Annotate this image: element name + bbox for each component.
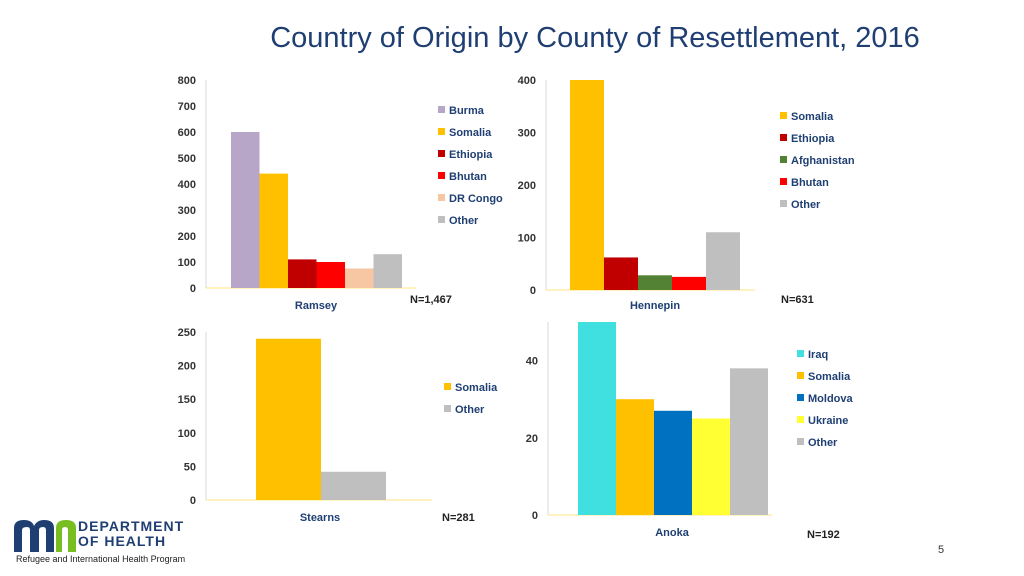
ramsey-y-tick-label: 300 (178, 205, 196, 217)
ramsey-y-tick-label: 600 (178, 127, 196, 139)
ramsey-legend-swatch (438, 106, 445, 113)
stearns-legend-label: Somalia (455, 382, 498, 394)
ramsey-legend-label: Burma (449, 105, 485, 117)
stearns-legend-label: Other (455, 404, 485, 416)
page-title: Country of Origin by County of Resettlem… (270, 22, 920, 54)
stearns-y-tick-label: 0 (190, 495, 196, 507)
anoka-y-tick-label: 20 (526, 433, 538, 445)
page-number: 5 (938, 544, 945, 556)
ramsey-y-tick-label: 200 (178, 231, 196, 243)
ramsey-legend-swatch (438, 150, 445, 157)
hennepin-y-tick-label: 200 (518, 180, 536, 192)
hennepin-bar-ethiopia (604, 257, 638, 290)
logo-line-1: DEPARTMENT (78, 518, 185, 534)
mn-health-logo (14, 520, 76, 552)
hennepin-legend-label: Afghanistan (791, 155, 855, 167)
stearns-y-tick-label: 250 (178, 327, 196, 339)
anoka-legend-swatch (797, 350, 804, 357)
ramsey-y-tick-label: 700 (178, 101, 196, 113)
hennepin-legend-label: Bhutan (791, 177, 829, 189)
ramsey-legend-label: Somalia (449, 127, 492, 139)
hennepin-bar-bhutan (672, 276, 706, 290)
anoka-category-label: Anoka (655, 527, 690, 539)
ramsey-legend-swatch (438, 216, 445, 223)
ramsey-bar-burma (231, 132, 260, 288)
anoka-legend-swatch (797, 394, 804, 401)
ramsey-bar-other (373, 254, 402, 288)
hennepin-legend-swatch (780, 178, 787, 185)
hennepin-y-tick-label: 0 (530, 285, 536, 297)
anoka-y-tick-label: 40 (526, 356, 538, 368)
anoka-legend-label: Moldova (808, 393, 853, 405)
ramsey-legend-swatch (438, 128, 445, 135)
ramsey-y-tick-label: 500 (178, 153, 196, 165)
ramsey-bar-bhutan (316, 262, 345, 288)
hennepin-legend-swatch (780, 156, 787, 163)
mn-logo-mark-icon (14, 520, 54, 552)
anoka-bar-somalia (616, 399, 654, 515)
ramsey-legend-label: Bhutan (449, 171, 487, 183)
ramsey-legend-label: DR Congo (449, 193, 503, 205)
stearns-y-tick-label: 200 (178, 361, 196, 373)
anoka-legend-swatch (797, 372, 804, 379)
ramsey-legend-label: Ethiopia (449, 149, 493, 161)
logo-line-2: OF HEALTH (78, 533, 167, 549)
anoka-bar-other (730, 368, 768, 515)
logo-wordmark: DEPARTMENT OF HEALTH (78, 519, 184, 549)
hennepin-legend-label: Other (791, 199, 821, 211)
hennepin-bar-afghanistan (638, 275, 672, 290)
anoka-legend-label: Ukraine (808, 415, 848, 427)
hennepin-legend-label: Somalia (791, 111, 834, 123)
anoka-legend-swatch (797, 438, 804, 445)
anoka-n-label: N=192 (807, 529, 840, 541)
stearns-bar-somalia (256, 338, 321, 500)
hennepin-legend-swatch (780, 112, 787, 119)
anoka-legend-label: Somalia (808, 371, 851, 383)
anoka-legend-label: Iraq (808, 349, 828, 361)
anoka-y-tick-label: 0 (532, 510, 538, 522)
ramsey-legend-label: Other (449, 215, 479, 227)
hennepin-y-tick-label: 300 (518, 128, 536, 140)
ramsey-y-tick-label: 0 (190, 283, 196, 295)
hennepin-legend-swatch (780, 134, 787, 141)
hennepin-legend-swatch (780, 200, 787, 207)
ramsey-y-tick-label: 100 (178, 257, 196, 269)
ramsey-y-tick-label: 400 (178, 179, 196, 191)
anoka-bar-iraq (578, 322, 616, 515)
hennepin-category-label: Hennepin (630, 300, 680, 312)
stearns-category-label: Stearns (300, 512, 340, 524)
stearns-y-tick-label: 150 (178, 394, 196, 406)
stearns-legend-swatch (444, 383, 451, 390)
hennepin-y-tick-label: 400 (518, 75, 536, 87)
stearns-y-tick-label: 50 (184, 461, 196, 473)
anoka-legend-swatch (797, 416, 804, 423)
stearns-legend-swatch (444, 405, 451, 412)
anoka-legend-label: Other (808, 437, 838, 449)
stearns-n-label: N=281 (442, 512, 475, 524)
ramsey-legend-swatch (438, 194, 445, 201)
hennepin-y-tick-label: 100 (518, 233, 536, 245)
ramsey-y-tick-label: 800 (178, 75, 196, 87)
hennepin-bar-somalia (570, 80, 604, 290)
program-name: Refugee and International Health Program (16, 554, 186, 564)
ramsey-bar-somalia (259, 173, 288, 288)
ramsey-n-label: N=1,467 (410, 294, 452, 306)
stearns-y-tick-label: 100 (178, 428, 196, 440)
ramsey-category-label: Ramsey (295, 300, 338, 312)
anoka-bar-ukraine (692, 418, 730, 515)
ramsey-legend-swatch (438, 172, 445, 179)
hennepin-bar-other (706, 232, 740, 290)
hennepin-n-label: N=631 (781, 294, 814, 306)
ramsey-bar-ethiopia (288, 259, 317, 288)
ramsey-bar-dr-congo (345, 268, 374, 288)
hennepin-legend-label: Ethiopia (791, 133, 835, 145)
stearns-bar-other (321, 471, 386, 500)
anoka-bar-moldova (654, 410, 692, 515)
